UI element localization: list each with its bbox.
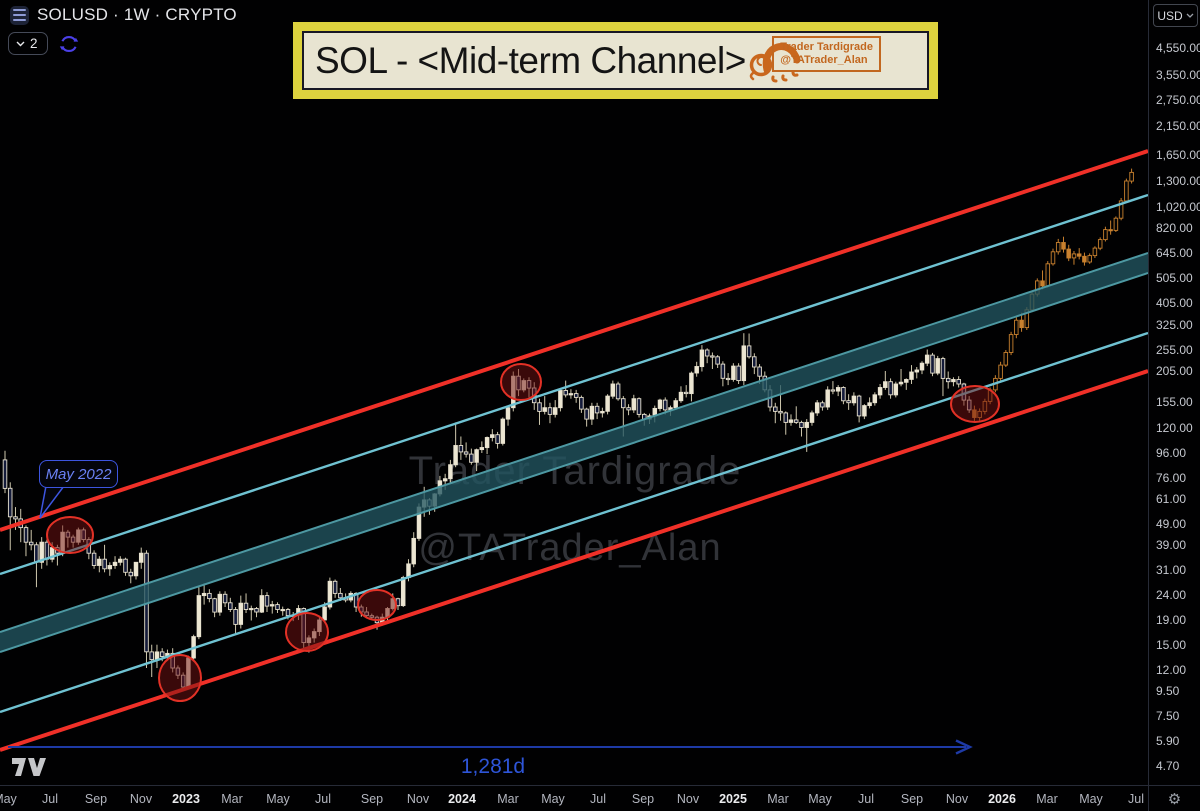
time-tick-month: May bbox=[808, 792, 832, 806]
symbol-title[interactable]: SOLUSD · 1W · CRYPTO bbox=[37, 5, 237, 24]
time-tick-month: Jul bbox=[315, 792, 331, 806]
time-tick-year: 2025 bbox=[719, 792, 747, 806]
highlight-ellipse[interactable] bbox=[950, 385, 1000, 423]
time-tick-month: Jul bbox=[590, 792, 606, 806]
price-tick-label: 9.50 bbox=[1156, 684, 1180, 698]
time-tick-year: 2023 bbox=[172, 792, 200, 806]
price-tick-label: 39.00 bbox=[1156, 538, 1187, 552]
price-tick-label: 5.90 bbox=[1156, 734, 1180, 748]
price-tick-label: 96.00 bbox=[1156, 446, 1187, 460]
chart-canvas[interactable] bbox=[0, 0, 1148, 785]
price-tick-label: 7.50 bbox=[1156, 709, 1180, 723]
price-tick-label: 155.00 bbox=[1156, 395, 1193, 409]
price-tick-label: 505.00 bbox=[1156, 271, 1193, 285]
price-tick-label: 24.00 bbox=[1156, 588, 1187, 602]
time-tick-month: May bbox=[266, 792, 290, 806]
price-tick-label: 61.00 bbox=[1156, 492, 1187, 506]
price-tick-label: 405.00 bbox=[1156, 296, 1193, 310]
credit-box: Trader Tardigrade @TATrader_Alan bbox=[772, 36, 881, 72]
time-tick-month: Mar bbox=[221, 792, 243, 806]
time-tick-month: Mar bbox=[1036, 792, 1058, 806]
time-tick-month: Mar bbox=[497, 792, 519, 806]
time-tick-month: Jul bbox=[42, 792, 58, 806]
tardigrade-logo-icon bbox=[749, 43, 801, 83]
time-tick-month: May bbox=[541, 792, 565, 806]
highlight-ellipse[interactable] bbox=[285, 612, 329, 652]
gear-icon[interactable]: ⚙ bbox=[1167, 789, 1182, 808]
time-tick-month: Sep bbox=[360, 792, 384, 806]
time-tick-month: Nov bbox=[676, 792, 700, 806]
time-tick-month: Nov bbox=[129, 792, 153, 806]
time-tick-year: 2024 bbox=[448, 792, 476, 806]
price-tick-label: 31.00 bbox=[1156, 563, 1187, 577]
price-tick-label: 120.00 bbox=[1156, 421, 1193, 435]
price-tick-label: 645.00 bbox=[1156, 246, 1193, 260]
axis-settings-corner[interactable]: ⚙ bbox=[1148, 785, 1200, 811]
price-tick-label: 325.00 bbox=[1156, 318, 1193, 332]
callout-may-2022[interactable]: May 2022 bbox=[39, 460, 118, 488]
time-tick-month: Jul bbox=[858, 792, 874, 806]
price-axis[interactable]: USD 4,550.00 3,550.00 2,750.00 2,150.00 1,65… bbox=[1148, 0, 1200, 785]
time-tick-month: Mar bbox=[767, 792, 789, 806]
time-tick-month: May bbox=[0, 792, 17, 806]
price-tick-label: 820.00 bbox=[1156, 221, 1193, 235]
highlight-ellipse[interactable] bbox=[357, 589, 397, 621]
price-tick-label: 15.00 bbox=[1156, 638, 1187, 652]
tradingview-logo[interactable] bbox=[12, 757, 48, 778]
channel-inner-upper bbox=[0, 193, 1148, 576]
price-tick-label: 1,300.00 bbox=[1156, 174, 1200, 188]
title-banner[interactable]: SOL - <Mid-term Channel> Trader Tardigra… bbox=[293, 22, 938, 99]
time-tick-month: May bbox=[1079, 792, 1103, 806]
price-tick-label: 1,650.00 bbox=[1156, 148, 1200, 162]
time-axis[interactable]: May Jul Sep Nov 2023 Mar May Jul Sep Nov 2024 Mar Ma… bbox=[0, 785, 1148, 811]
price-tick-label: 2,150.00 bbox=[1156, 119, 1200, 133]
time-tick-month: Sep bbox=[631, 792, 655, 806]
price-tick-label: 255.00 bbox=[1156, 343, 1193, 357]
time-tick-month: Sep bbox=[900, 792, 924, 806]
currency-dropdown[interactable]: USD bbox=[1153, 4, 1198, 27]
measure-duration-label[interactable]: 1,281d bbox=[460, 755, 526, 778]
highlight-circles-layer[interactable] bbox=[46, 363, 1000, 702]
price-tick-label: 205.00 bbox=[1156, 364, 1193, 378]
highlight-ellipse[interactable] bbox=[158, 654, 202, 702]
highlight-ellipse[interactable] bbox=[500, 363, 542, 401]
price-tick-label: 19.00 bbox=[1156, 613, 1187, 627]
price-tick-label: 1,020.00 bbox=[1156, 200, 1200, 214]
measure-arrow[interactable] bbox=[8, 739, 973, 755]
chevron-down-icon bbox=[1186, 13, 1194, 18]
channel-median-band bbox=[0, 253, 1148, 652]
time-tick-year: 2026 bbox=[988, 792, 1016, 806]
price-tick-label: 49.00 bbox=[1156, 517, 1187, 531]
bar-count-dropdown[interactable]: 2 bbox=[8, 32, 48, 55]
price-tick-label: 4.70 bbox=[1156, 759, 1180, 773]
symbol-logo-icon[interactable] bbox=[10, 5, 29, 25]
credit-line2: @TATrader_Alan bbox=[780, 54, 868, 66]
price-tick-label: 76.00 bbox=[1156, 471, 1187, 485]
time-tick-month: Sep bbox=[84, 792, 108, 806]
refresh-icon[interactable] bbox=[58, 33, 80, 55]
time-tick-month: Nov bbox=[406, 792, 430, 806]
banner-title-text: SOL - <Mid-term Channel> bbox=[315, 39, 746, 81]
time-tick-month: Nov bbox=[945, 792, 969, 806]
price-tick-label: 4,550.00 bbox=[1156, 41, 1200, 55]
currency-value: USD bbox=[1157, 8, 1183, 23]
channel-outer-top bbox=[0, 149, 1148, 532]
price-tick-label: 2,750.00 bbox=[1156, 93, 1200, 107]
chevron-down-icon bbox=[16, 41, 25, 46]
credit-line1: Trader Tardigrade bbox=[780, 41, 873, 53]
time-tick-month: Jul bbox=[1128, 792, 1144, 806]
price-tick-label: 12.00 bbox=[1156, 663, 1187, 677]
price-tick-label: 3,550.00 bbox=[1156, 68, 1200, 82]
highlight-ellipse[interactable] bbox=[46, 516, 94, 554]
bar-count-value: 2 bbox=[30, 36, 38, 51]
